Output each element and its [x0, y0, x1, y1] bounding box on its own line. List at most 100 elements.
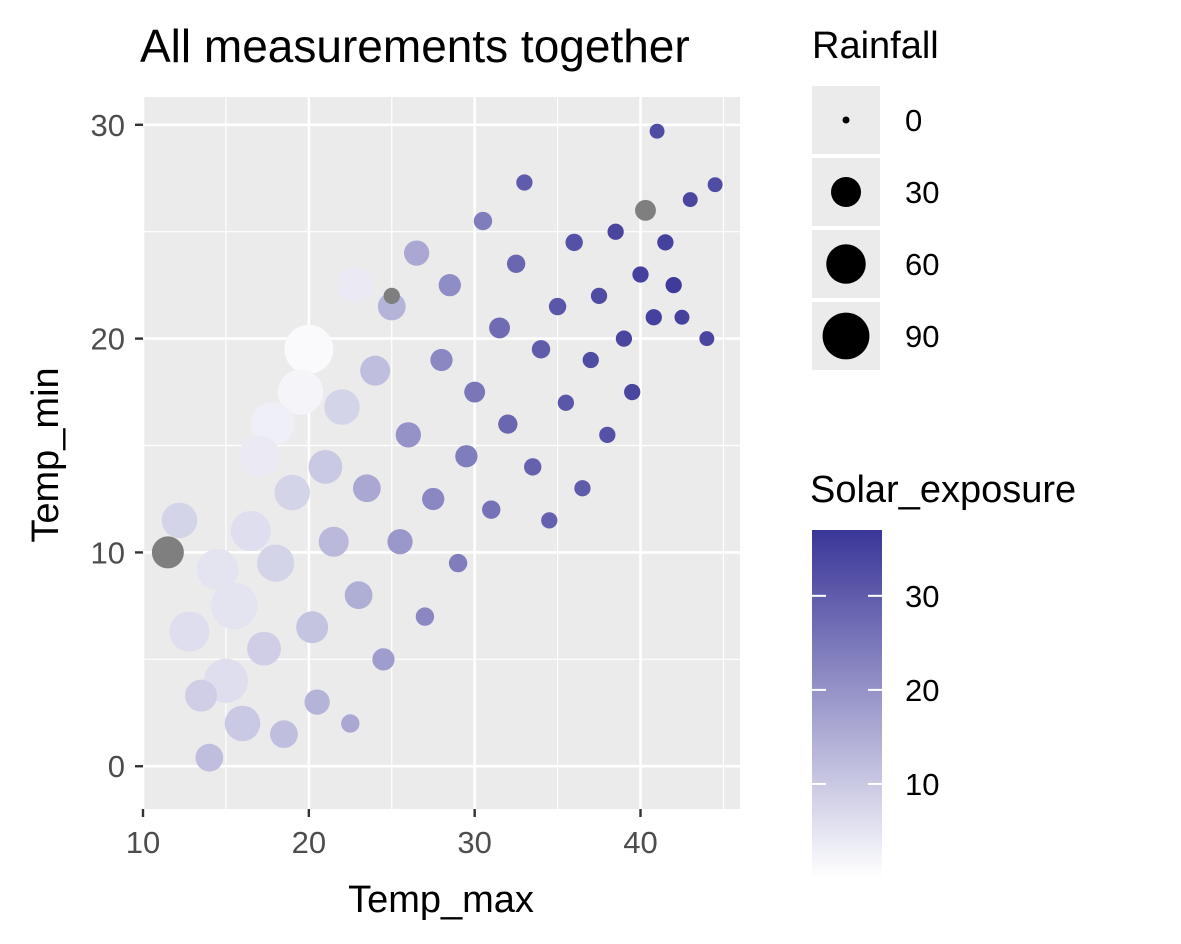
data-point: [422, 487, 445, 511]
color-legend-label: 10: [905, 767, 939, 802]
y-tick-label: 10: [91, 535, 125, 570]
data-point: [657, 234, 674, 251]
data-point: [238, 435, 280, 477]
size-legend-title: Rainfall: [812, 25, 939, 67]
x-tick-label: 20: [292, 825, 326, 860]
data-point: [489, 317, 510, 339]
data-point: [649, 123, 665, 139]
data-point: [195, 743, 224, 772]
data-point: [324, 389, 360, 425]
x-tick-label: 10: [126, 825, 160, 860]
data-point: [548, 297, 567, 316]
data-point: [699, 331, 715, 347]
y-tick-label: 30: [91, 108, 125, 143]
data-point: [372, 648, 395, 671]
x-tick-label: 30: [457, 825, 491, 860]
size-legend-dot: [826, 244, 866, 284]
data-point: [624, 383, 641, 401]
size-legend-label: 0: [905, 103, 922, 138]
size-legend-dot: [842, 116, 850, 124]
data-point: [531, 340, 551, 359]
data-point: [607, 223, 624, 240]
data-point: [337, 267, 374, 303]
size-legend-dot: [830, 176, 862, 208]
data-point: [185, 679, 218, 712]
data-point: [635, 199, 656, 221]
data-point: [250, 402, 295, 447]
data-point: [541, 512, 558, 529]
data-point: [247, 631, 281, 666]
data-point: [224, 705, 261, 742]
data-point: [403, 240, 430, 266]
data-point: [574, 480, 591, 497]
y-tick-label: 0: [108, 749, 125, 784]
color-legend: 30 20 10: [812, 579, 939, 802]
data-point: [632, 266, 649, 283]
data-point: [590, 287, 608, 304]
size-legend-label: 30: [905, 175, 939, 210]
color-legend-title: Solar_exposure: [810, 469, 1076, 511]
data-point: [383, 287, 400, 304]
color-legend-bar: [812, 530, 882, 878]
data-point: [599, 426, 616, 443]
chart-title: All measurements together: [140, 20, 690, 72]
data-point: [473, 211, 493, 231]
data-point: [344, 581, 373, 610]
data-point: [161, 502, 198, 539]
data-point: [230, 510, 271, 552]
data-point: [645, 309, 662, 326]
data-point: [565, 233, 583, 252]
size-legend-label: 90: [905, 319, 939, 354]
data-point: [284, 324, 334, 374]
data-point: [270, 720, 298, 749]
x-tick-label: 40: [623, 825, 657, 860]
y-tick-label: 20: [91, 322, 125, 357]
data-point: [464, 381, 486, 403]
size-legend-label: 60: [905, 247, 939, 282]
data-point: [210, 582, 258, 630]
data-points: [151, 123, 723, 772]
data-point: [430, 348, 453, 372]
data-point: [277, 369, 324, 415]
data-point: [498, 414, 518, 434]
data-point: [257, 544, 295, 582]
x-axis-label: Temp_max: [348, 879, 534, 921]
size-legend: 0 30 60 90: [812, 86, 939, 370]
data-point: [682, 192, 698, 208]
data-point: [707, 177, 723, 193]
x-tick-labels: 10 20 30 40: [126, 825, 658, 860]
y-tick-labels: 0 10 20 30: [91, 108, 125, 784]
data-point: [395, 422, 421, 448]
data-point: [352, 474, 381, 503]
data-point: [318, 526, 349, 557]
data-point: [308, 449, 343, 484]
data-point: [615, 330, 633, 347]
data-point: [665, 277, 682, 294]
data-point: [524, 458, 542, 476]
data-point: [274, 474, 311, 511]
data-point: [341, 714, 360, 733]
color-legend-label: 20: [905, 673, 939, 708]
data-point: [151, 536, 184, 569]
data-point: [448, 553, 468, 573]
data-point: [506, 254, 526, 273]
data-point: [360, 355, 391, 386]
data-point: [169, 611, 210, 652]
data-point: [296, 611, 329, 644]
data-point: [196, 548, 239, 591]
color-legend-label: 30: [905, 579, 939, 614]
data-point: [557, 394, 575, 411]
y-axis-label: Temp_min: [25, 367, 67, 542]
data-point: [582, 351, 599, 369]
data-point: [516, 174, 533, 191]
data-point: [438, 274, 461, 297]
data-point: [304, 689, 330, 715]
data-point: [415, 607, 435, 626]
size-legend-dot: [822, 312, 870, 360]
axis-ticks: [135, 123, 642, 817]
data-point: [455, 445, 478, 468]
data-point: [674, 309, 690, 325]
data-point: [387, 529, 413, 555]
data-point: [482, 500, 501, 519]
